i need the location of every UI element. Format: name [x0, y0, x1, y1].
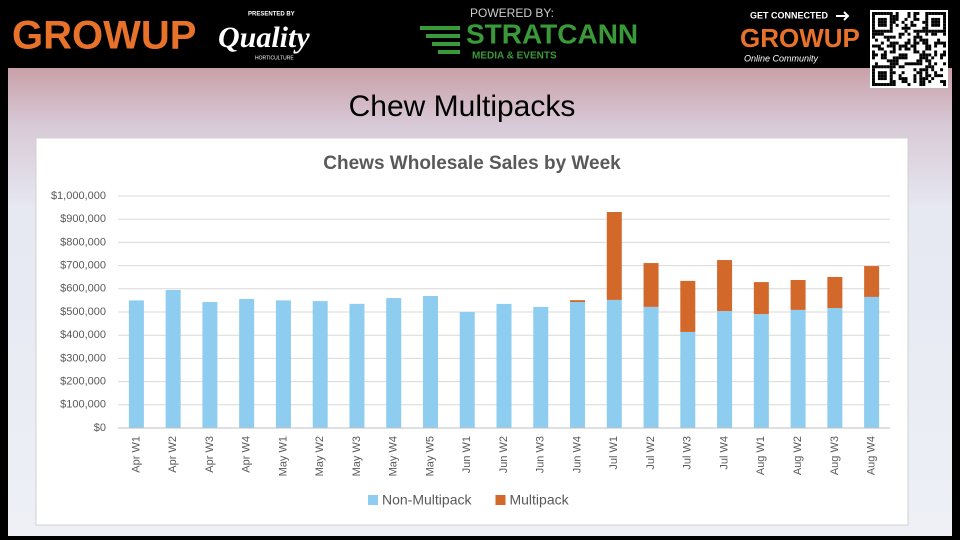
bar-segment [680, 331, 696, 428]
bar-segment [827, 276, 843, 309]
x-tick-label: Aug W3 [829, 436, 841, 475]
cta-arrow [836, 11, 850, 21]
bar-segment [202, 302, 218, 428]
bar-segment [128, 300, 144, 428]
y-tick-label: $300,000 [60, 352, 106, 364]
bar-segment [312, 301, 328, 428]
bar-segment [790, 309, 806, 428]
bar-segment [386, 298, 402, 428]
x-tick-label: Apr W1 [130, 436, 142, 473]
x-tick-label: Jun W4 [571, 436, 583, 473]
partner-logo: STRATCANN [466, 18, 638, 49]
partner-sub: MEDIA & EVENTS [472, 51, 557, 62]
x-tick-label: Jul W2 [645, 436, 657, 470]
x-tick-label: Jul W1 [608, 436, 620, 470]
x-tick-label: Apr W4 [241, 436, 253, 473]
bar-segment [643, 306, 659, 428]
header-band [0, 0, 960, 68]
bar-segment [349, 303, 365, 428]
bar-segment [790, 279, 806, 310]
bar-segment [496, 303, 512, 428]
chart-title: Chews Wholesale Sales by Week [323, 153, 621, 174]
bar-segment [827, 308, 843, 428]
powered-by: POWERED BY: [470, 6, 554, 20]
bar-segment [606, 212, 622, 300]
legend-swatch [495, 495, 506, 505]
x-tick-label: May W2 [314, 436, 326, 476]
legend-label: Non-Multipack [382, 492, 472, 508]
brand-logo-right: GROWUP [740, 23, 860, 53]
y-tick-label: $400,000 [60, 329, 106, 341]
bar-segment [753, 314, 769, 428]
x-tick-label: Jul W4 [718, 436, 730, 470]
bar-segment [717, 311, 733, 428]
x-tick-label: Jun W3 [535, 436, 547, 473]
y-tick-label: $100,000 [60, 399, 106, 411]
x-tick-label: May W5 [424, 436, 436, 476]
x-tick-label: Apr W2 [167, 436, 179, 473]
bar-segment [717, 260, 733, 312]
bar-segment [570, 300, 586, 303]
bar-segment [643, 263, 659, 307]
legend-label: Multipack [509, 492, 569, 508]
brand-logo: GROWUP [12, 14, 196, 58]
bar-segment [165, 289, 181, 428]
y-tick-label: $800,000 [60, 236, 106, 248]
bar-segment [753, 282, 769, 315]
bar-segment [864, 266, 880, 297]
x-tick-label: Jun W1 [461, 436, 473, 473]
y-tick-label: $700,000 [60, 260, 106, 272]
bar-segment [570, 302, 586, 428]
x-tick-label: Aug W1 [755, 436, 767, 475]
bar-segment [275, 300, 291, 428]
sponsor-sub: HORTICULTURE [255, 55, 294, 61]
y-tick-label: $1,000,000 [51, 190, 106, 202]
bar-segment [422, 295, 438, 428]
y-tick-label: $200,000 [60, 376, 106, 388]
slide-title: Chew Multipacks [349, 90, 576, 123]
x-tick-label: May W1 [277, 436, 289, 476]
partner-mark [420, 26, 460, 54]
bar-segment [459, 312, 475, 428]
legend-swatch [368, 495, 378, 505]
bar-segment [239, 299, 255, 428]
cta: GET CONNECTED [750, 10, 829, 20]
presented-by: PRESENTED BY [248, 12, 295, 18]
sponsor-logo: Quality [218, 21, 310, 54]
y-tick-label: $600,000 [60, 283, 106, 295]
bar-segment [864, 296, 880, 428]
bar-segment [606, 299, 622, 428]
brand-right-sub: Online Community [744, 53, 819, 63]
x-tick-label: May W3 [351, 436, 363, 476]
y-tick-label: $900,000 [60, 213, 106, 225]
bar-segment [680, 280, 696, 332]
y-tick-label: $500,000 [60, 306, 106, 318]
x-tick-label: Jul W3 [682, 436, 694, 470]
x-tick-label: Aug W4 [866, 436, 878, 475]
bar-segment [533, 306, 549, 428]
y-tick-label: $0 [94, 422, 106, 434]
qr-pattern [872, 12, 946, 86]
x-tick-label: May W4 [388, 436, 400, 476]
x-tick-label: Jun W2 [498, 436, 510, 473]
x-tick-label: Apr W3 [204, 436, 216, 473]
x-tick-label: Aug W2 [792, 436, 804, 475]
